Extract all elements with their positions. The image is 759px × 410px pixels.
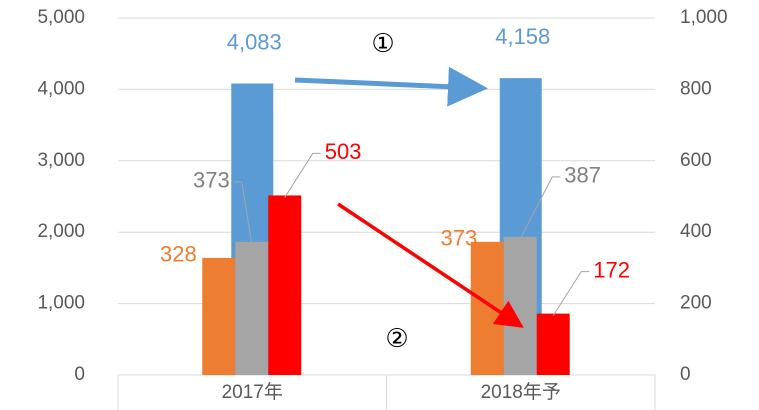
value-label: 4,158 bbox=[495, 24, 550, 49]
value-label: 328 bbox=[160, 242, 197, 267]
bar bbox=[536, 313, 570, 375]
leader-line bbox=[284, 152, 321, 198]
value-label: 503 bbox=[325, 139, 362, 164]
leader-line bbox=[552, 271, 590, 316]
value-label: 373 bbox=[193, 168, 230, 193]
y-tick-label: 3,000 bbox=[37, 150, 85, 171]
annotation: ② bbox=[385, 323, 408, 353]
arrow bbox=[337, 202, 524, 328]
value-label: 4,083 bbox=[227, 29, 282, 54]
bar bbox=[503, 236, 537, 375]
value-label: 387 bbox=[564, 163, 601, 188]
y2-tick-label: 600 bbox=[680, 150, 712, 171]
value-label: 172 bbox=[593, 257, 630, 282]
bar bbox=[235, 241, 269, 375]
y-tick-label: 1,000 bbox=[37, 293, 85, 314]
y-tick-label: 2,000 bbox=[37, 221, 85, 242]
x-tick-label: 2018年予 bbox=[481, 381, 561, 403]
bar bbox=[202, 257, 236, 375]
y-tick-label: 4,000 bbox=[37, 78, 85, 99]
y2-tick-label: 0 bbox=[680, 364, 691, 385]
arrow bbox=[294, 66, 488, 107]
leader-line bbox=[519, 176, 561, 240]
y-tick-label: 5,000 bbox=[37, 7, 85, 28]
value-label: 373 bbox=[441, 226, 478, 251]
y2-tick-label: 800 bbox=[680, 78, 712, 99]
y2-tick-label: 400 bbox=[680, 221, 712, 242]
x-tick-label: 2017年 bbox=[222, 381, 283, 403]
leader-line bbox=[233, 181, 253, 244]
annotation: ① bbox=[371, 28, 394, 58]
bar bbox=[470, 241, 504, 375]
y2-tick-label: 1,000 bbox=[680, 7, 728, 28]
y-tick-label: 0 bbox=[74, 364, 85, 385]
y2-tick-label: 200 bbox=[680, 293, 712, 314]
bar bbox=[268, 195, 302, 375]
